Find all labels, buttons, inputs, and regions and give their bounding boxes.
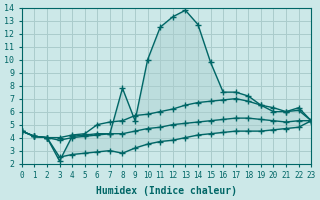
X-axis label: Humidex (Indice chaleur): Humidex (Indice chaleur): [96, 186, 237, 196]
